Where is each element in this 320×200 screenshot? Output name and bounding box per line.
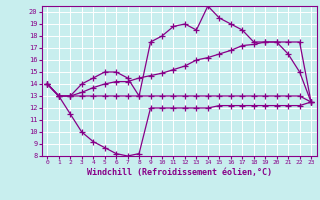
X-axis label: Windchill (Refroidissement éolien,°C): Windchill (Refroidissement éolien,°C) [87, 168, 272, 177]
